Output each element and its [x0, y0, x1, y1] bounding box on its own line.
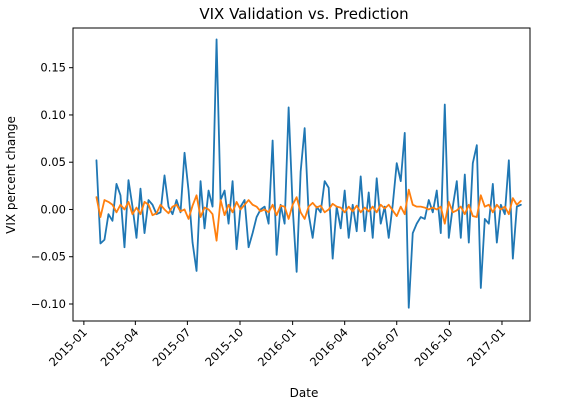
y-tick-label: 0.05: [40, 155, 66, 169]
y-axis: −0.10 −0.05 0.00 0.05 0.10 0.15: [31, 61, 73, 311]
x-tick-label: 2015-07: [150, 325, 194, 369]
x-tick-label: 2017-01: [464, 325, 508, 369]
validation-series-line: [95, 38, 522, 309]
x-tick-label: 2016-04: [307, 325, 351, 369]
x-tick-label: 2016-10: [412, 325, 456, 369]
y-axis-label: VIX percent change: [4, 116, 18, 234]
x-tick-label: 2015-04: [98, 325, 142, 369]
y-tick-label: 0.15: [40, 61, 66, 75]
x-axis-label: Date: [290, 386, 319, 400]
y-tick-label: −0.10: [31, 297, 66, 311]
y-tick-label: 0.10: [40, 108, 66, 122]
y-tick-label: 0.00: [40, 202, 66, 216]
y-tick-label: −0.05: [31, 250, 66, 264]
x-tick-label: 2016-07: [359, 325, 403, 369]
chart-title: VIX Validation vs. Prediction: [199, 5, 408, 23]
x-tick-label: 2015-01: [46, 325, 90, 369]
prediction-series-line: [95, 188, 522, 242]
plot-frame: [72, 27, 531, 322]
x-axis: 2015-01 2015-04 2015-07 2015-10 2016-01 2016-…: [46, 321, 508, 369]
x-tick-label: 2016-01: [255, 325, 299, 369]
plot-area: [72, 27, 531, 322]
series-layer: [95, 38, 522, 309]
x-tick-label: 2015-10: [202, 325, 246, 369]
